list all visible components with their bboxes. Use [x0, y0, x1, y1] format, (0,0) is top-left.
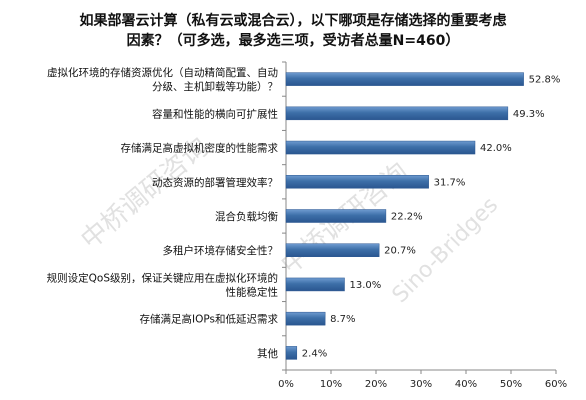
category-label: 多租户环境存储安全性？: [163, 244, 279, 257]
bar: [285, 72, 524, 86]
category-label: 混合负载均衡: [215, 210, 278, 223]
category-label: 分级、主机卸载等功能）？: [152, 80, 278, 93]
bar-value-label: 20.7%: [384, 246, 416, 257]
category-label: 动态资源的部署管理效率？: [152, 176, 278, 189]
bar: [285, 140, 476, 155]
category-label: 容量和性能的横向可扩展性: [152, 107, 278, 120]
category-label: 规则设定QoS级别，保证关键应用在虚拟化环境的: [47, 271, 278, 284]
bar: [285, 209, 387, 223]
bar-value-label: 31.7%: [434, 177, 466, 188]
bar: [285, 311, 326, 326]
bar-value-label: 49.3%: [513, 109, 545, 120]
chart-title-line-2: 因素？（可多选，最多选三项，受访者总量N=460）: [126, 33, 460, 49]
x-tick-label: 60%: [545, 379, 567, 390]
bar: [285, 277, 345, 292]
category-label: 存储满足高虚拟机密度的性能需求: [121, 142, 279, 155]
x-tick-label: 40%: [455, 379, 477, 390]
x-tick-label: 0%: [278, 379, 294, 390]
x-tick-label: 50%: [500, 379, 522, 390]
bar-value-label: 22.2%: [391, 212, 423, 223]
bar: [285, 175, 429, 189]
x-tick-label: 30%: [410, 379, 432, 390]
bar-value-label: 42.0%: [480, 143, 512, 154]
category-label: 存储满足高IOPs和低延迟需求: [140, 313, 279, 326]
bar: [285, 243, 380, 257]
chart-title-line-1: 如果部署云计算（私有云或混合云），以下哪项是存储选择的重要考虑: [79, 13, 507, 29]
bar-value-label: 52.8%: [529, 75, 561, 86]
bar: [285, 346, 298, 360]
bar: [285, 106, 509, 121]
bar-value-label: 13.0%: [350, 280, 382, 291]
bar-value-label: 8.7%: [330, 314, 355, 325]
category-label: 性能稳定性: [226, 285, 279, 298]
x-tick-label: 10%: [320, 379, 342, 390]
bar-value-label: 2.4%: [302, 348, 327, 359]
category-label: 其他: [257, 347, 278, 360]
x-tick-label: 20%: [365, 379, 387, 390]
category-label: 虚拟化环境的存储资源优化（自动精简配置、自动: [47, 66, 278, 79]
